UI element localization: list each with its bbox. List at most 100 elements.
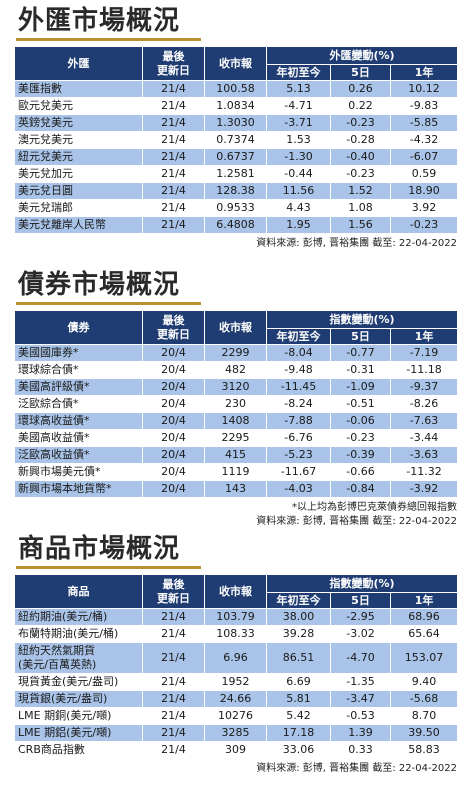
- row-ytd: 17.18: [266, 724, 331, 742]
- table-row: 新興市場美元債* 20/4 1119 -11.67 -0.66 -11.32: [14, 463, 459, 481]
- bonds-title-rule: [16, 302, 201, 305]
- row-1y: 0.59: [389, 165, 459, 183]
- row-ytd: -5.23: [266, 446, 331, 464]
- table-row: 美元兌加元 21/4 1.2581 -0.44 -0.23 0.59: [14, 165, 459, 183]
- fx-header-5d: 5日: [330, 64, 391, 81]
- row-1y: 3.92: [389, 199, 459, 217]
- row-name: 環球高收益債*: [14, 412, 143, 430]
- row-date: 21/4: [142, 80, 205, 98]
- table-row: 澳元兌美元 21/4 0.7374 1.53 -0.28 -4.32: [14, 131, 459, 149]
- row-5d: -0.28: [330, 131, 391, 149]
- row-close: 2299: [204, 344, 267, 362]
- row-1y: -0.23: [389, 216, 459, 234]
- commodities-header-1y: 1年: [389, 592, 459, 609]
- table-row: 美元兌日圓 21/4 128.38 11.56 1.52 18.90: [14, 182, 459, 200]
- row-date: 21/4: [142, 741, 205, 759]
- row-ytd: 39.28: [266, 625, 331, 643]
- row-close: 24.66: [204, 690, 267, 708]
- row-close: 230: [204, 395, 267, 413]
- table-row: 布蘭特期油(美元/桶) 21/4 108.33 39.28 -3.02 65.64: [14, 625, 459, 643]
- table-row: CRB商品指數 21/4 309 33.06 0.33 58.83: [14, 741, 459, 759]
- row-name: 美元兌離岸人民幣: [14, 216, 143, 234]
- row-date: 21/4: [142, 673, 205, 691]
- row-1y: 9.40: [389, 673, 459, 691]
- row-1y: 153.07: [389, 642, 459, 674]
- row-1y: 8.70: [389, 707, 459, 725]
- row-ytd: 38.00: [266, 608, 331, 626]
- commodities-title: 商品市場概況: [18, 534, 181, 564]
- row-1y: -5.85: [389, 114, 459, 132]
- row-5d: 0.33: [330, 741, 391, 759]
- row-5d: -0.51: [330, 395, 391, 413]
- row-date: 21/4: [142, 114, 205, 132]
- bonds-header-close: 收市報: [204, 310, 267, 345]
- row-close: 108.33: [204, 625, 267, 643]
- row-date: 21/4: [142, 148, 205, 166]
- row-5d: -0.39: [330, 446, 391, 464]
- row-ytd: -0.44: [266, 165, 331, 183]
- row-1y: -6.07: [389, 148, 459, 166]
- row-name: LME 期鋁(美元/噸): [14, 724, 143, 742]
- row-5d: -0.84: [330, 480, 391, 498]
- row-ytd: 33.06: [266, 741, 331, 759]
- row-close: 1.2581: [204, 165, 267, 183]
- row-close: 6.4808: [204, 216, 267, 234]
- row-date: 21/4: [142, 625, 205, 643]
- row-name: 歐元兌美元: [14, 97, 143, 115]
- bonds-header-1y: 1年: [389, 328, 459, 345]
- row-1y: -11.32: [389, 463, 459, 481]
- fx-source: 資料來源: 彭博, 晋裕集團 截至: 22-04-2022: [256, 238, 457, 249]
- row-1y: -7.19: [389, 344, 459, 362]
- table-row: 美元兌瑞郎 21/4 0.9533 4.43 1.08 3.92: [14, 199, 459, 217]
- row-close: 3285: [204, 724, 267, 742]
- row-date: 20/4: [142, 361, 205, 379]
- commodities-header-group: 指數變動(%): [265, 574, 459, 593]
- table-row: 紐元兌美元 21/4 0.6737 -1.30 -0.40 -6.07: [14, 148, 459, 166]
- row-5d: -3.47: [330, 690, 391, 708]
- row-date: 21/4: [142, 724, 205, 742]
- row-close: 6.96: [204, 642, 267, 674]
- row-5d: -0.23: [330, 114, 391, 132]
- row-1y: 39.50: [389, 724, 459, 742]
- row-ytd: 6.69: [266, 673, 331, 691]
- row-date: 20/4: [142, 446, 205, 464]
- fx-title-rule: [16, 38, 201, 41]
- row-1y: -3.44: [389, 429, 459, 447]
- bonds-header-ytd: 年初至今: [266, 328, 331, 345]
- row-date: 20/4: [142, 344, 205, 362]
- row-5d: 1.56: [330, 216, 391, 234]
- row-1y: -5.68: [389, 690, 459, 708]
- row-name: 美國高評級債*: [14, 378, 143, 396]
- table-row: 泛歐高收益債* 20/4 415 -5.23 -0.39 -3.63: [14, 446, 459, 464]
- table-row: 美元兌離岸人民幣 21/4 6.4808 1.95 1.56 -0.23: [14, 216, 459, 234]
- table-row: 現貨黃金(美元/盎司) 21/4 1952 6.69 -1.35 9.40: [14, 673, 459, 691]
- row-ytd: 5.81: [266, 690, 331, 708]
- table-row: 美國高收益債* 20/4 2295 -6.76 -0.23 -3.44: [14, 429, 459, 447]
- row-5d: -0.66: [330, 463, 391, 481]
- row-date: 20/4: [142, 429, 205, 447]
- row-ytd: -6.76: [266, 429, 331, 447]
- row-ytd: 4.43: [266, 199, 331, 217]
- commodities-table-body: 紐約期油(美元/桶) 21/4 103.79 38.00 -2.95 68.96 布蘭特期油…: [14, 608, 459, 759]
- row-name: 新興市場美元債*: [14, 463, 143, 481]
- commodities-header-close: 收市報: [204, 574, 267, 609]
- row-date: 21/4: [142, 608, 205, 626]
- table-row: 新興市場本地貨幣* 20/4 143 -4.03 -0.84 -3.92: [14, 480, 459, 498]
- row-name: 澳元兌美元: [14, 131, 143, 149]
- row-ytd: -7.88: [266, 412, 331, 430]
- row-5d: 1.39: [330, 724, 391, 742]
- row-ytd: 5.13: [266, 80, 331, 98]
- row-ytd: -8.04: [266, 344, 331, 362]
- row-name: 美國國庫券*: [14, 344, 143, 362]
- row-name: 美元兌瑞郎: [14, 199, 143, 217]
- row-5d: 1.52: [330, 182, 391, 200]
- row-date: 20/4: [142, 463, 205, 481]
- row-ytd: -4.03: [266, 480, 331, 498]
- row-ytd: -11.67: [266, 463, 331, 481]
- row-ytd: 11.56: [266, 182, 331, 200]
- row-1y: -11.18: [389, 361, 459, 379]
- row-ytd: -3.71: [266, 114, 331, 132]
- bonds-table: 債券 最後 更新日 收市報 指數變動(%) 年初至今 5日 1年 美國國庫券* 2…: [14, 310, 459, 498]
- table-row: 歐元兌美元 21/4 1.0834 -4.71 0.22 -9.83: [14, 97, 459, 115]
- commodities-header-ytd: 年初至今: [266, 592, 331, 609]
